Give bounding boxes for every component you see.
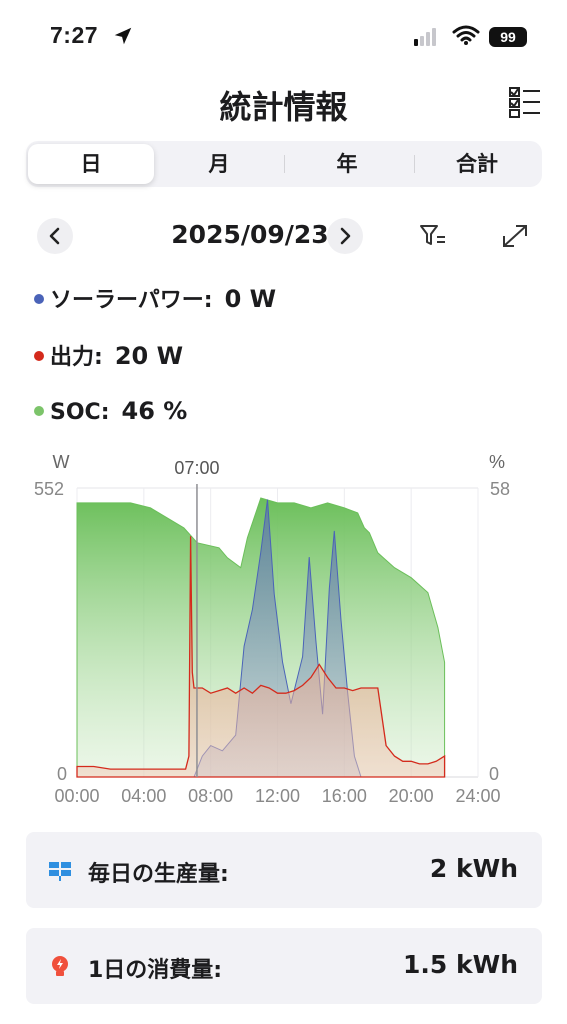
- battery-indicator: 99: [489, 27, 527, 47]
- y-left-unit: W: [53, 452, 70, 472]
- chevron-left-icon: [49, 227, 60, 245]
- next-date-button[interactable]: [327, 218, 363, 254]
- x-tick-label: 04:00: [121, 786, 166, 806]
- daily-production-label: 毎日の生産量:: [88, 862, 229, 887]
- prev-date-button[interactable]: [37, 218, 73, 254]
- y-right-tick-min: 0: [489, 764, 499, 784]
- location-arrow-icon: [114, 27, 132, 45]
- page-title: 統計情報: [219, 88, 348, 126]
- legend-output-label: 出力:: [50, 345, 103, 370]
- y-right-unit: %: [489, 452, 505, 472]
- legend-soc: SOC: 46 %: [34, 397, 187, 425]
- legend-soc-label: SOC:: [50, 400, 110, 425]
- legend-output-value: 20 W: [114, 342, 184, 370]
- solar-panel-icon: [49, 862, 71, 881]
- legend-solar-value: 0 W: [224, 285, 277, 313]
- tab-day[interactable]: 日: [28, 144, 154, 184]
- x-axis-ticks: 00:00 04:00 08:00 12:00 16:00 20:00 24:00: [54, 786, 500, 806]
- daily-consumption-value: 1.5 kWh: [403, 950, 518, 979]
- solar-dot: [34, 294, 44, 304]
- x-tick-label: 20:00: [389, 786, 434, 806]
- x-tick-label: 24:00: [455, 786, 500, 806]
- x-tick-label: 08:00: [188, 786, 233, 806]
- signal-icon: [414, 28, 442, 46]
- tab-month[interactable]: 月: [208, 152, 230, 176]
- daily-consumption-label: 1日の消費量:: [88, 958, 223, 983]
- tab-divider: [284, 155, 285, 173]
- legend-soc-value: 46 %: [121, 397, 188, 425]
- daily-consumption-card: 1日の消費量: 1.5 kWh: [26, 928, 542, 1004]
- y-left-tick-max: 552: [34, 479, 64, 499]
- y-left-tick-min: 0: [57, 764, 67, 784]
- x-tick-label: 16:00: [322, 786, 367, 806]
- period-tabs: 日 月 年 合計: [26, 141, 542, 187]
- checklist-icon[interactable]: [508, 86, 542, 118]
- output-series-area: [76, 536, 446, 778]
- tab-divider: [414, 155, 415, 173]
- tab-total[interactable]: 合計: [456, 152, 498, 176]
- daily-production-value: 2 kWh: [429, 854, 518, 883]
- daily-production-card: 毎日の生産量: 2 kWh: [26, 832, 542, 908]
- status-time: 7:27: [50, 22, 99, 48]
- filter-icon[interactable]: [418, 222, 448, 250]
- y-right-tick-max: 58: [490, 479, 510, 499]
- chevron-right-icon: [340, 227, 351, 245]
- daily-chart[interactable]: 07:00 W % 552 0 58 0 00:00 04:00 08:00 12:0…: [0, 440, 567, 820]
- x-tick-label: 00:00: [54, 786, 99, 806]
- date-label[interactable]: 2025/09/23: [171, 220, 329, 249]
- tab-year[interactable]: 年: [336, 152, 358, 176]
- x-tick-label: 12:00: [255, 786, 300, 806]
- legend-solar: ソーラーパワー: 0 W: [34, 282, 276, 314]
- output-dot: [34, 351, 44, 361]
- wifi-icon: [452, 25, 480, 45]
- legend-output: 出力: 20 W: [34, 339, 183, 371]
- legend-solar-label: ソーラーパワー:: [50, 288, 213, 313]
- expand-icon[interactable]: [500, 222, 530, 250]
- soc-dot: [34, 406, 44, 416]
- time-cursor-label: 07:00: [174, 458, 219, 478]
- bulb-icon: [52, 956, 68, 976]
